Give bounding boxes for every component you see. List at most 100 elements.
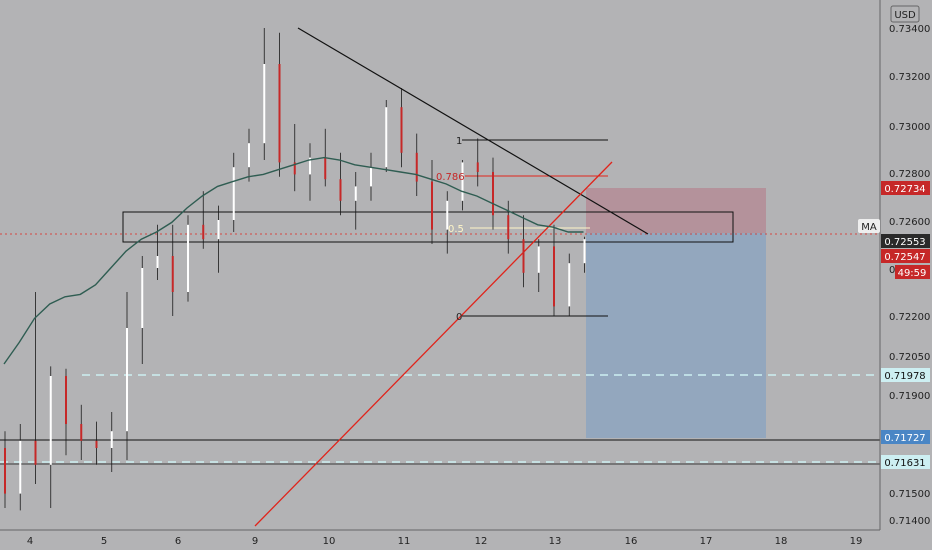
candle[interactable]	[431, 160, 433, 244]
candle[interactable]	[293, 124, 296, 192]
fib-label-0: 0	[456, 312, 462, 323]
price-tag-bg	[881, 181, 930, 195]
candle[interactable]	[583, 236, 586, 273]
candle-body	[522, 239, 525, 273]
candle-body	[476, 162, 479, 172]
candle[interactable]	[95, 421, 98, 465]
candle[interactable]	[476, 138, 479, 187]
ma-badge-label: MA	[861, 222, 877, 233]
support-resistance-box[interactable]	[122, 211, 734, 243]
price-tag-last[interactable]: 0.72553	[881, 234, 930, 248]
moving-average-line[interactable]	[3, 156, 584, 365]
fib-label-05: 0.5	[448, 224, 464, 235]
candle[interactable]	[49, 366, 52, 508]
descending-trendline[interactable]	[297, 27, 649, 235]
fib-label-0786: 0.786	[436, 172, 465, 183]
price-tags: 0.72734 0.72553 0.72547 0.71978 0.71727 0.716…	[881, 181, 930, 469]
candle-body	[278, 64, 281, 163]
candle[interactable]	[568, 253, 571, 316]
candle[interactable]	[522, 215, 525, 288]
currency-badge[interactable]	[890, 5, 920, 23]
candle-body	[49, 376, 52, 465]
candle-body	[507, 215, 510, 240]
candle[interactable]	[217, 205, 220, 273]
candle[interactable]	[446, 191, 449, 254]
price-tag-bg	[881, 234, 930, 248]
candle-body	[415, 152, 418, 182]
price-tag-text: 0.71727	[884, 433, 925, 444]
candle[interactable]	[492, 157, 494, 230]
candle[interactable]	[202, 191, 205, 249]
candle-body	[446, 200, 449, 230]
x-tick-label: 11	[398, 536, 411, 547]
bar-countdown: 49:59	[895, 265, 930, 279]
candle-body	[568, 263, 571, 307]
candle[interactable]	[507, 200, 510, 254]
candle[interactable]	[110, 412, 113, 472]
candle[interactable]	[65, 368, 67, 456]
candle[interactable]	[400, 88, 403, 168]
candle[interactable]	[263, 28, 266, 160]
candle[interactable]	[385, 100, 388, 172]
y-tick-label: 0.73400	[889, 24, 930, 35]
ascending-trendline[interactable]	[254, 161, 613, 527]
price-tag-current[interactable]: 0.72547	[881, 249, 930, 263]
countdown-text: 49:59	[898, 268, 927, 279]
x-tick-label: 9	[252, 536, 258, 547]
price-tag-level[interactable]: 0.71631	[881, 455, 930, 469]
candle[interactable]	[354, 172, 357, 230]
y-tick-label: 0.72050	[889, 352, 930, 363]
candle-body	[553, 246, 555, 307]
candle-body	[34, 440, 37, 465]
candle-body	[385, 107, 388, 168]
candle-body	[141, 268, 144, 328]
price-tag-target[interactable]: 0.71727	[881, 430, 930, 444]
candle[interactable]	[461, 160, 464, 211]
x-tick-label: 17	[700, 536, 713, 547]
x-tick-label: 16	[625, 536, 638, 547]
candle-body	[232, 167, 235, 220]
price-tag-stop[interactable]: 0.72734	[881, 181, 930, 195]
price-tag-text: 0.71978	[884, 371, 925, 382]
candle[interactable]	[370, 152, 372, 201]
candle[interactable]	[171, 224, 174, 316]
candle-body	[156, 256, 159, 268]
x-axis[interactable]: 4 5 6 9 10 11 12 13 16 17 18 19	[27, 536, 863, 547]
candle-body	[461, 162, 464, 201]
candle[interactable]	[415, 133, 418, 196]
candle[interactable]	[553, 224, 555, 316]
candle[interactable]	[156, 224, 159, 280]
candle-body	[309, 157, 311, 175]
candle[interactable]	[339, 152, 342, 216]
countdown-bg	[895, 265, 930, 279]
candle[interactable]	[4, 431, 6, 508]
stop-loss-zone[interactable]	[586, 188, 766, 233]
candle[interactable]	[141, 256, 144, 364]
ma-indicator-badge[interactable]	[858, 219, 880, 233]
candle[interactable]	[248, 128, 250, 182]
candle-body	[431, 181, 433, 230]
y-tick-label: 0.71500	[889, 489, 930, 500]
price-tag-text: 0.72734	[884, 184, 925, 195]
candle[interactable]	[537, 239, 540, 292]
price-tag-bg	[881, 430, 930, 444]
candle[interactable]	[309, 143, 311, 201]
candle[interactable]	[34, 292, 37, 484]
price-tag-level[interactable]: 0.71978	[881, 368, 930, 382]
candle[interactable]	[19, 424, 22, 511]
candle[interactable]	[126, 292, 128, 460]
candle-body	[126, 328, 128, 432]
y-tick-label: 0.73200	[889, 72, 930, 83]
x-tick-label: 6	[175, 536, 181, 547]
price-tag-bg	[881, 249, 930, 263]
price-tag-text: 0.72547	[884, 252, 925, 263]
candle[interactable]	[80, 404, 83, 460]
candle[interactable]	[187, 215, 189, 302]
candle[interactable]	[232, 152, 235, 232]
take-profit-zone[interactable]	[586, 233, 766, 438]
candle[interactable]	[278, 32, 281, 177]
x-tick-label: 5	[101, 536, 107, 547]
candle-body	[400, 107, 403, 153]
